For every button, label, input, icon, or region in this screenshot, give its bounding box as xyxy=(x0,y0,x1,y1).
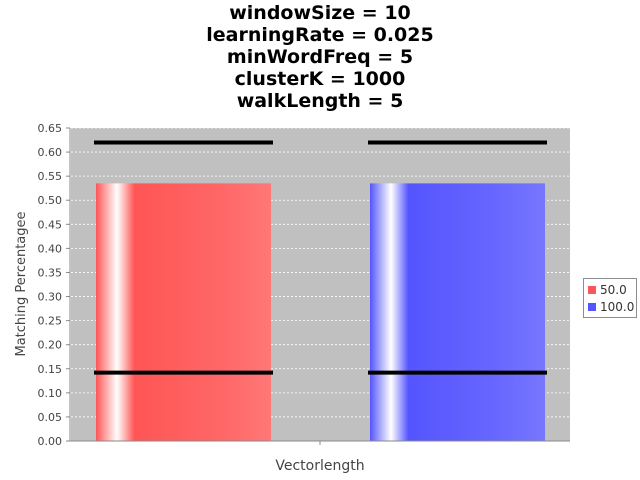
title-line-4: clusterK = 1000 xyxy=(234,68,406,90)
title-line-2: learningRate = 0.025 xyxy=(206,24,434,46)
y-tick-label: 0.00 xyxy=(38,435,63,448)
y-tick-label: 0.35 xyxy=(38,266,63,279)
y-tick-label: 0.60 xyxy=(38,146,63,159)
bar-50.0 xyxy=(96,183,271,441)
y-tick-label: 0.05 xyxy=(38,411,63,424)
legend-label: 100.0 xyxy=(600,300,635,314)
x-axis-label: Vectorlength xyxy=(275,458,364,474)
y-tick-label: 0.10 xyxy=(38,387,63,400)
y-axis-label: Matching Percentagee xyxy=(14,211,29,356)
grid-lines xyxy=(71,127,570,418)
title-line-5: walkLength = 5 xyxy=(236,90,404,112)
legend-item-100: 100.0 xyxy=(588,300,634,314)
title-line-1: windowSize = 10 xyxy=(229,2,411,24)
legend-item-50: 50.0 xyxy=(588,283,627,297)
y-tick-label: 0.40 xyxy=(38,242,63,255)
bars xyxy=(94,140,547,441)
y-tick-label: 0.45 xyxy=(38,218,63,231)
bar-100.0 xyxy=(370,183,545,441)
legend: 50.0 100.0 xyxy=(583,278,637,318)
y-tick-label: 0.15 xyxy=(38,363,63,376)
y-tick-label: 0.50 xyxy=(38,194,63,207)
y-axis-ticks: 0.00 0.05 0.10 0.15 0.20 0.25 0.30 0.35 0.40 0.45… xyxy=(38,122,70,448)
y-tick-label: 0.25 xyxy=(38,315,63,328)
title-line-3: minWordFreq = 5 xyxy=(226,46,414,68)
y-tick-label: 0.55 xyxy=(38,170,63,183)
y-tick-label: 0.65 xyxy=(38,122,63,135)
legend-swatch-blue xyxy=(588,303,596,311)
legend-swatch-red xyxy=(588,286,596,294)
y-tick-label: 0.30 xyxy=(38,291,63,304)
y-tick-label: 0.20 xyxy=(38,339,63,352)
legend-label: 50.0 xyxy=(600,283,627,297)
chart-title: windowSize = 10 learningRate = 0.025 min… xyxy=(0,2,640,112)
